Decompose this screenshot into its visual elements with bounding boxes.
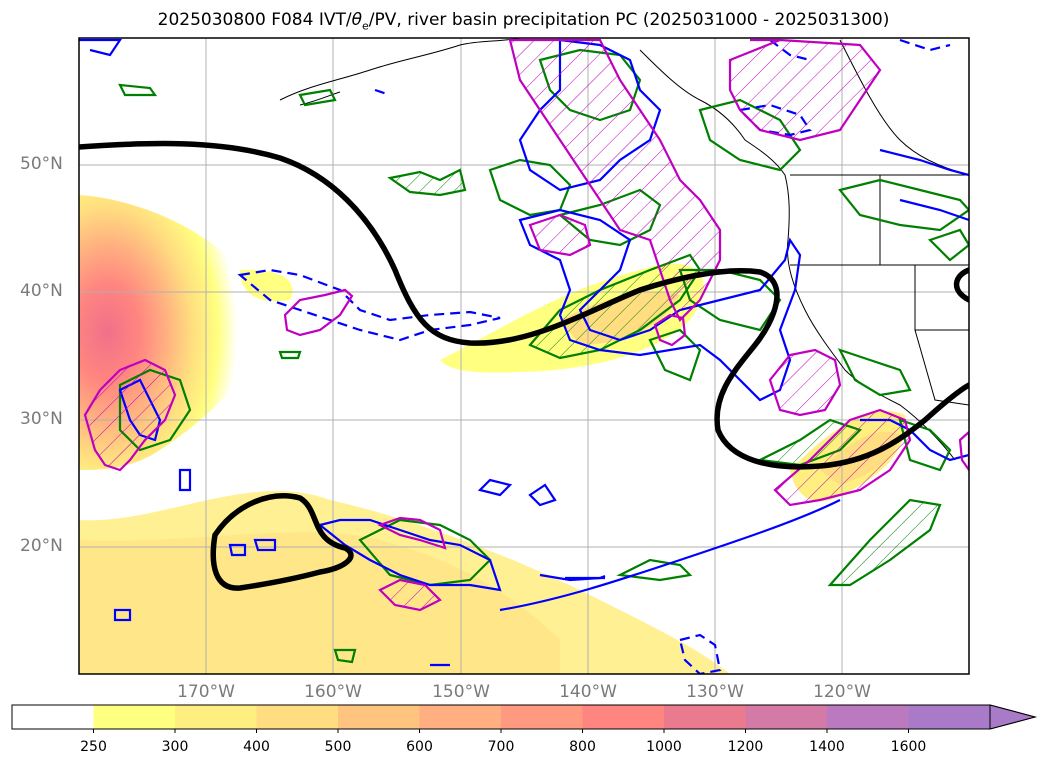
colorbar-segment xyxy=(175,705,257,729)
map-plot-area xyxy=(79,38,969,674)
lon-label-170w: 170°W xyxy=(177,682,235,702)
magenta-contours xyxy=(83,38,969,612)
lon-label-160w: 160°W xyxy=(304,682,362,702)
colorbar-segment xyxy=(664,705,746,729)
colorbar-segment xyxy=(256,705,339,729)
map-frame xyxy=(78,37,970,675)
colorbar-segment xyxy=(745,705,828,729)
pv-contour xyxy=(79,140,969,591)
colorbar-tick-label: 1600 xyxy=(890,739,927,755)
lon-label-140w: 140°W xyxy=(559,682,617,702)
lon-label-130w: 130°W xyxy=(686,682,744,702)
colorbar-segment xyxy=(419,705,502,729)
colorbar-tick-label: 1000 xyxy=(646,739,682,755)
colorbar-segment xyxy=(338,705,420,729)
colorbar-tick-label: 400 xyxy=(243,739,270,755)
colorbar-segment xyxy=(827,705,909,729)
colorbar-tick-label: 1200 xyxy=(727,739,764,755)
lat-label-20: 20°N xyxy=(20,536,63,556)
colorbar-tick-label: 300 xyxy=(161,739,189,755)
colorbar-tick-label: 800 xyxy=(569,739,596,755)
colorbar-segment xyxy=(908,705,991,729)
colorbar-segment xyxy=(582,705,665,729)
colorbar-segment xyxy=(501,705,583,729)
lon-label-150w: 150°W xyxy=(432,682,490,702)
colorbar-extend-arrow xyxy=(989,704,1037,730)
colorbar-tick-label: 600 xyxy=(406,739,433,755)
colorbar-tick-label: 700 xyxy=(487,739,515,755)
colorbar-segment xyxy=(93,705,176,729)
lat-label-40: 40°N xyxy=(20,281,63,301)
lat-label-30: 30°N xyxy=(20,409,63,429)
lon-label-120w: 120°W xyxy=(813,682,871,702)
colorbar-tick-label: 1400 xyxy=(809,739,845,755)
lat-label-50: 50°N xyxy=(20,154,63,174)
colorbar xyxy=(11,704,1037,733)
colorbar-tick-label: 250 xyxy=(80,739,107,755)
map-title: 2025030800 F084 IVT/θe/PV, river basin p… xyxy=(157,10,890,33)
colorbar-segment xyxy=(12,705,94,729)
colorbar-tick-label: 500 xyxy=(324,739,352,755)
